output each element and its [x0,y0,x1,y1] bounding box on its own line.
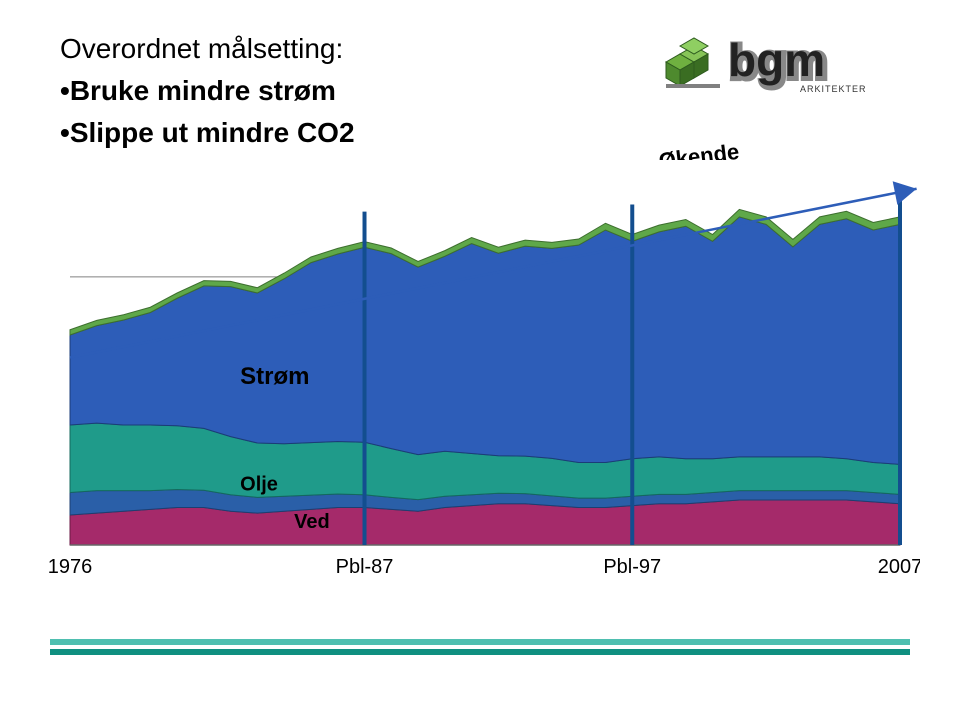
bullet-1-text: Bruke mindre strøm [70,75,336,106]
bullet-2-text: Slippe ut mindre CO2 [70,117,355,148]
logo-subtext: ARKITEKTER [800,84,867,94]
xtick-1997: Pbl-97 [603,556,661,578]
slide: Overordnet målsetting: •Bruke mindre str… [0,0,960,716]
slide-title: Overordnet målsetting: [60,30,660,68]
label-ved: Ved [294,511,330,533]
label-olje: Olje [240,474,278,496]
label-strøm: Strøm [240,363,309,390]
bullet-2: •Slippe ut mindre CO2 [60,114,660,152]
chart-svg: 1976 Pbl-87 Pbl-97 2007 Ved Olje Strøm [40,160,920,590]
logo-svg: bgm bgm ARKITEKTER [660,30,890,100]
bullet-1: •Bruke mindre strøm [60,72,660,110]
energy-area-chart: 1976 Pbl-87 Pbl-97 2007 Ved Olje Strøm [40,160,920,590]
logo: bgm bgm ARKITEKTER [660,30,890,100]
xtick-2007: 2007 [878,556,920,578]
logo-text: bgm [728,34,825,86]
xtick-1987: Pbl-87 [336,556,394,578]
xtick-1976: 1976 [48,556,93,578]
footer-rule [50,635,910,661]
header: Overordnet målsetting: •Bruke mindre str… [60,30,660,151]
